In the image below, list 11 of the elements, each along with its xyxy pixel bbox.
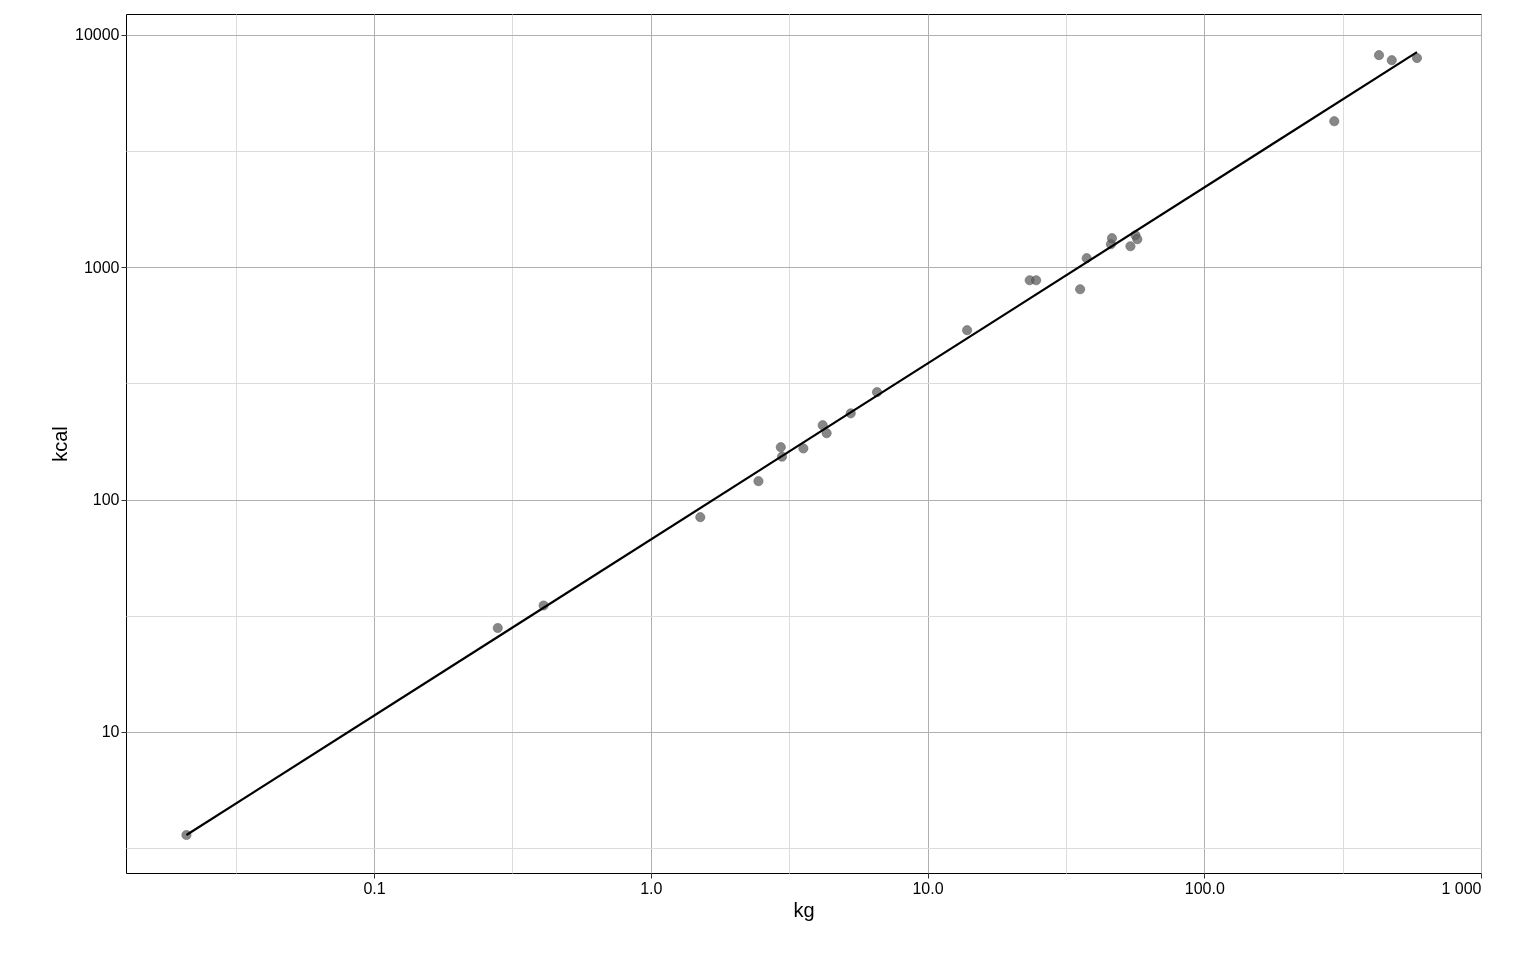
x-tick-label: 1 000: [1441, 879, 1482, 897]
x-tick-label: 1.0: [640, 879, 663, 897]
y-tick-label: 100: [92, 491, 120, 509]
y-tick-label: 1000: [83, 258, 120, 276]
y-axis-title: kcal: [49, 426, 72, 462]
y-tick-label: 10000: [75, 26, 120, 44]
y-tick-label: 10: [101, 723, 120, 741]
x-tick-label: 10.0: [912, 879, 944, 897]
x-tick-label: 100.0: [1184, 879, 1225, 897]
x-tick-label: 0.1: [363, 879, 386, 897]
x-axis-title: kg: [793, 898, 815, 921]
